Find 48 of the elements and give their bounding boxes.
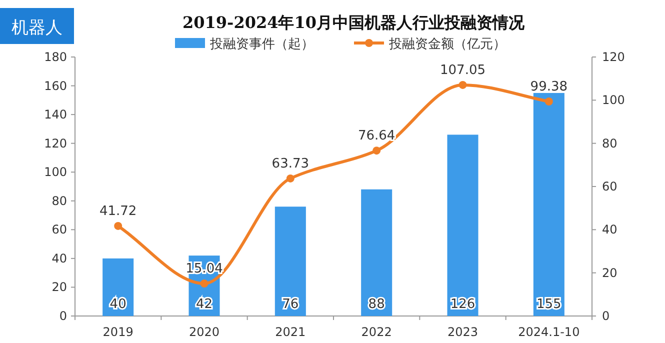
- bar: [447, 134, 478, 316]
- chart-title: 2019-2024年10月中国机器人行业投融资情况: [182, 13, 526, 32]
- y2-tick-label: 60: [602, 180, 618, 194]
- data-label: 76.64: [358, 128, 396, 144]
- y-tick-label: 160: [44, 78, 67, 93]
- y2-tick-label: 40: [602, 222, 618, 237]
- y-tick-label: 100: [44, 165, 67, 180]
- data-label: 41.72: [99, 204, 137, 219]
- data-label: 40: [110, 297, 126, 312]
- y2-tick-label: 120: [602, 50, 625, 64]
- y2-tick-label: 100: [602, 93, 625, 108]
- y-tick-label: 20: [52, 280, 67, 294]
- y-tick-label: 40: [52, 251, 67, 266]
- point: [544, 98, 553, 106]
- y-tick-label: 60: [52, 222, 67, 237]
- x-tick-label: 2019: [102, 325, 134, 339]
- data-label: 99.38: [530, 80, 568, 95]
- x-tick-label: 2022: [361, 325, 392, 339]
- y2-tick-label: 80: [602, 136, 618, 150]
- data-label: 42: [196, 297, 213, 312]
- y-tick-label: 80: [52, 194, 67, 208]
- badge: 机器人: [0, 8, 74, 44]
- x-tick-label: 2021: [275, 325, 306, 339]
- data-label: 63.73: [272, 156, 310, 172]
- data-label: 88: [368, 297, 385, 312]
- y2-tick-label: 20: [602, 266, 618, 280]
- point: [114, 222, 122, 230]
- bar: [274, 206, 306, 316]
- y-tick-label: 0: [59, 309, 67, 323]
- point: [286, 174, 294, 182]
- x-tick-label: 2024.1-10: [518, 325, 580, 339]
- data-label: 76: [282, 297, 299, 312]
- x-tick-label: 2020: [188, 325, 220, 339]
- data-label: 107.05: [440, 62, 486, 78]
- y-tick-label: 140: [44, 108, 67, 122]
- y2-tick-label: 0: [602, 309, 610, 323]
- y-tick-label: 180: [44, 50, 67, 64]
- data-label: 155: [536, 297, 562, 312]
- bar: [361, 189, 392, 316]
- legend-label: 投融资事件（起）: [209, 37, 314, 52]
- y-tick-label: 120: [44, 136, 67, 150]
- point: [372, 146, 381, 155]
- bar: [533, 92, 564, 316]
- point: [458, 80, 467, 89]
- legend-label: 投融资金额（亿元）: [388, 37, 506, 52]
- data-label: 126: [450, 297, 476, 312]
- x-tick-label: 2023: [447, 325, 478, 339]
- point: [200, 280, 208, 288]
